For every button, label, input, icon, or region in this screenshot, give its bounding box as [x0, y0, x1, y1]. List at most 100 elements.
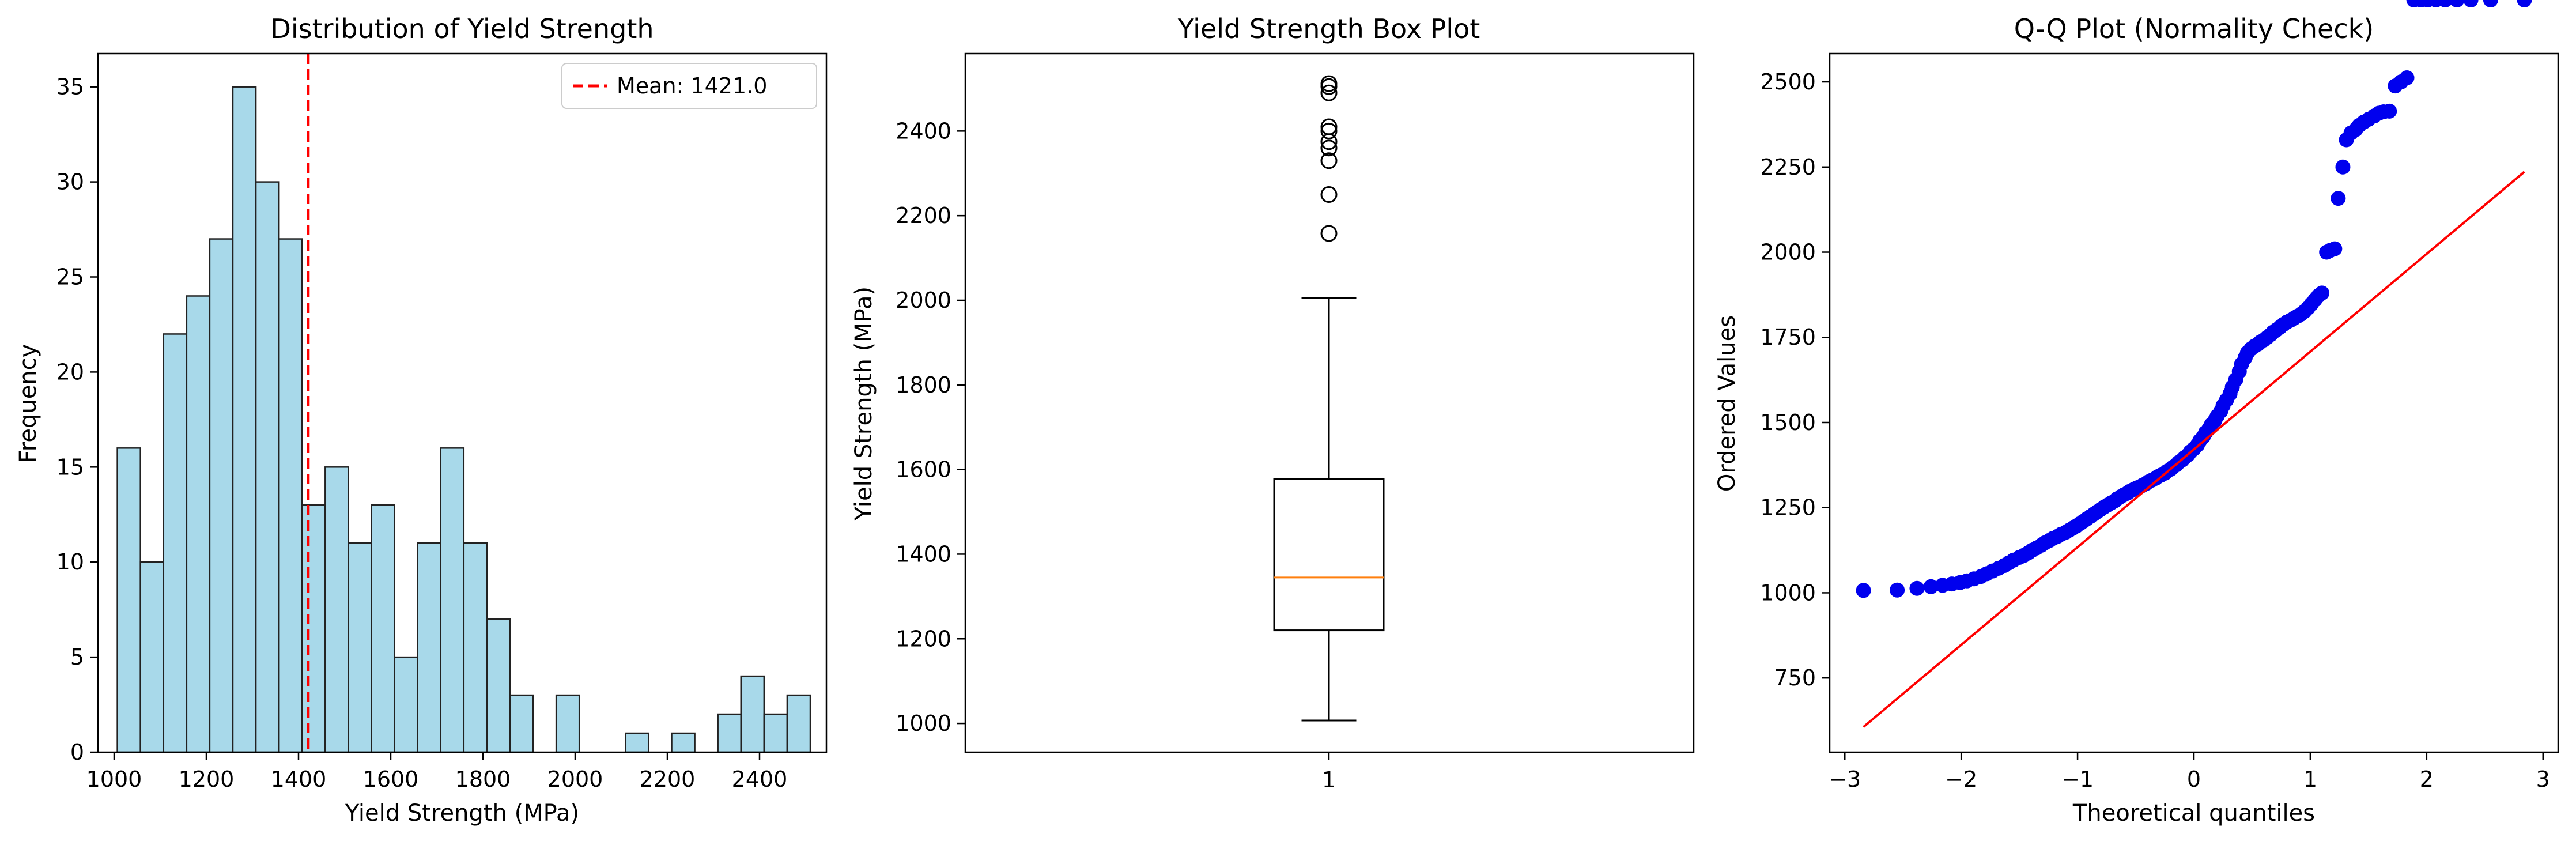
qq-x-tick-label: 1: [2303, 767, 2317, 792]
boxplot-axes-frame: [964, 52, 1695, 753]
histogram-bar: [371, 504, 395, 753]
qq-x-tick-label: −2: [1945, 767, 1977, 792]
qq-point: [2463, 0, 2479, 7]
histogram-y-tick-label: 20: [56, 359, 84, 384]
qq-y-ticks: 750 1000 1250 1500 1750 2000 2250 2500: [1760, 69, 1830, 691]
histogram-axes-frame: [97, 52, 828, 753]
qq-y-tick-label: 2250: [1760, 154, 1816, 180]
qq-point: [2327, 241, 2343, 256]
qq-y-tick-label: 750: [1774, 665, 1816, 691]
histogram-y-tick-label: 25: [56, 265, 84, 290]
qq-x-tick-label: −1: [2061, 767, 2094, 792]
histogram-bar: [301, 504, 326, 753]
qq-point: [2335, 159, 2351, 175]
outlier-point: [1320, 139, 1338, 157]
outlier-point: [1320, 75, 1338, 92]
histogram-bar: [116, 447, 141, 753]
iqr-box: [1273, 478, 1385, 632]
qq-x-tick-label: −3: [1829, 767, 1861, 792]
boxplot-title: Yield Strength Box Plot: [1177, 13, 1480, 44]
boxplot-box: [1273, 297, 1385, 722]
qq-y-tick-label: 1750: [1760, 325, 1816, 350]
qq-point: [1890, 582, 1905, 598]
boxplot-y-tick-label: 2400: [896, 118, 951, 144]
histogram-bar: [740, 675, 765, 753]
qq-fit-line: [1863, 171, 2525, 728]
qq-x-ticks: −3 −2 −1 0 1 2 3: [1829, 752, 2550, 792]
boxplot-y-tick-label: 1000: [896, 711, 951, 736]
histogram-bar: [417, 542, 441, 753]
qq-y-tick-label: 1500: [1760, 410, 1816, 435]
qq-y-tick-label: 1250: [1760, 495, 1816, 520]
boxplot-y-tick-label: 1600: [896, 457, 951, 482]
histogram-legend: Mean: 1421.0: [561, 63, 817, 109]
legend-mean-label: Mean: 1421.0: [617, 73, 767, 99]
boxplot-y-tick-label: 2000: [896, 288, 951, 313]
qq-x-axis-label: Theoretical quantiles: [2072, 800, 2315, 827]
boxplot-y-axis-label: Yield Strength (MPa): [851, 286, 877, 521]
histogram-y-tick-label: 30: [56, 169, 84, 195]
qq-point: [2438, 0, 2453, 7]
histogram-bar: [509, 694, 534, 753]
boxplot-outliers: [1320, 75, 1338, 242]
histogram-bar: [209, 238, 234, 753]
legend-box: [561, 63, 817, 109]
qq-y-tick-label: 1000: [1760, 580, 1816, 605]
histogram-y-tick-label: 10: [56, 549, 84, 575]
histogram-x-ticks: 1000 1200 1400 1600 1800 2000 2200 2400: [86, 752, 787, 792]
histogram-bar: [440, 447, 465, 753]
histogram-x-tick-label: 1600: [363, 767, 419, 792]
histogram-bar: [394, 656, 418, 753]
histogram-bar: [324, 466, 349, 753]
histogram-bar: [625, 732, 649, 753]
outlier-point: [1320, 152, 1338, 169]
qq-point: [1856, 583, 1871, 598]
qq-point: [2399, 70, 2415, 85]
qq-y-axis-label: Ordered Values: [1714, 315, 1740, 492]
qq-point: [2382, 103, 2397, 119]
boxplot-y-tick-label: 1800: [896, 372, 951, 398]
qq-x-tick-label: 0: [2187, 767, 2201, 792]
qq-axes-frame: [1829, 52, 2559, 753]
histogram-x-tick-label: 1200: [179, 767, 235, 792]
histogram-bars: [116, 86, 811, 753]
qq-point: [2331, 191, 2346, 206]
outlier-point: [1320, 118, 1338, 135]
histogram-y-tick-label: 5: [70, 644, 84, 670]
boxplot-y-tick-label: 1200: [896, 626, 951, 651]
boxplot-y-ticks: 1000 1200 1400 1600 1800 2000 2200 2400: [896, 118, 965, 736]
histogram-bar: [348, 542, 372, 753]
qq-title: Q-Q Plot (Normality Check): [2014, 13, 2374, 44]
histogram-bar: [717, 713, 742, 753]
boxplot-y-tick-label: 1400: [896, 541, 951, 567]
histogram-x-tick-label: 1800: [455, 767, 511, 792]
histogram-x-axis-label: Yield Strength (MPa): [345, 800, 579, 827]
qq-point: [2517, 0, 2532, 7]
histogram-bar: [232, 86, 257, 753]
outlier-point: [1320, 84, 1338, 101]
histogram-y-ticks: 0 5 10 15 20 25 30 35: [56, 74, 98, 765]
outlier-point: [1320, 225, 1338, 242]
outlier-point: [1320, 122, 1338, 139]
histogram-bar: [139, 561, 165, 753]
histogram-bar: [763, 713, 788, 753]
qq-point: [2483, 0, 2498, 7]
qq-point: [2449, 0, 2465, 7]
histogram-bar: [186, 295, 211, 753]
histogram-bar: [255, 181, 280, 753]
histogram-y-tick-label: 0: [70, 740, 84, 765]
histogram-bar: [671, 732, 696, 753]
histogram-panel: Distribution of Yield Strength Yield Str…: [15, 13, 828, 827]
histogram-x-tick-label: 1400: [271, 767, 327, 792]
histogram-y-tick-label: 35: [56, 74, 84, 100]
qq-y-tick-label: 2500: [1760, 69, 1816, 95]
qq-point: [1923, 579, 1939, 594]
qq-point: [1909, 580, 1925, 596]
histogram-x-tick-label: 2000: [547, 767, 603, 792]
histogram-y-axis-label: Frequency: [15, 344, 41, 463]
histogram-x-tick-label: 2200: [640, 767, 696, 792]
qq-y-tick-label: 2000: [1760, 240, 1816, 265]
boxplot-x-tick-label: 1: [1322, 767, 1336, 793]
histogram-x-tick-label: 1000: [86, 767, 142, 792]
